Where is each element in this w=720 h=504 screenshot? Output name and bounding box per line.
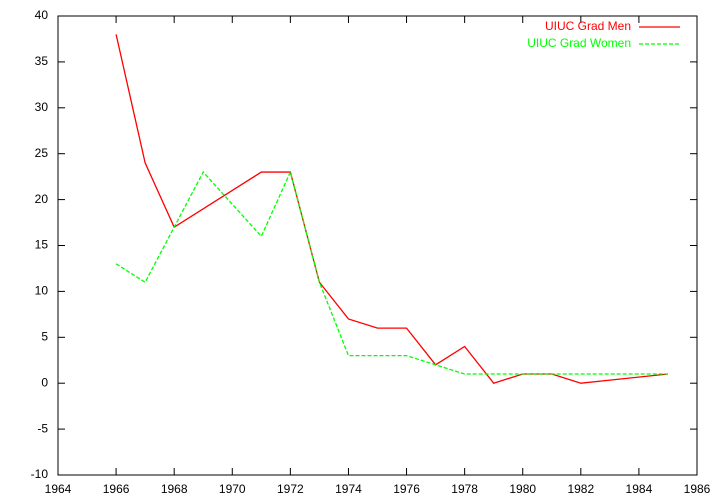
y-tick-label: 40 <box>35 8 49 22</box>
y-tick-label: 0 <box>41 375 48 389</box>
plot-frame <box>57 15 698 476</box>
legend-label: UIUC Grad Men <box>545 19 631 33</box>
x-tick-label: 1986 <box>684 482 711 496</box>
y-tick-label: 30 <box>35 100 49 114</box>
y-tick-label: -5 <box>37 421 48 435</box>
y-tick-label: 25 <box>35 146 49 160</box>
x-tick-label: 1970 <box>219 482 246 496</box>
x-tick-label: 1968 <box>161 482 188 496</box>
series-line <box>115 170 668 375</box>
y-tick-label: 5 <box>41 329 48 343</box>
x-tick-label: 1984 <box>626 482 653 496</box>
x-tick-label: 1976 <box>393 482 420 496</box>
x-tick-label: 1978 <box>451 482 478 496</box>
y-tick-label: 15 <box>35 238 49 252</box>
x-tick-label: 1972 <box>277 482 304 496</box>
y-tick-label: 35 <box>35 54 49 68</box>
x-tick-label: 1964 <box>45 482 72 496</box>
y-tick-label: 10 <box>35 284 49 298</box>
x-tick-label: 1974 <box>335 482 362 496</box>
series-line <box>115 34 669 384</box>
x-tick-label: 1966 <box>103 482 130 496</box>
x-tick-label: 1982 <box>567 482 594 496</box>
y-tick-label: -10 <box>31 467 49 481</box>
x-tick-label: 1980 <box>509 482 536 496</box>
y-tick-label: 20 <box>35 192 49 206</box>
legend-label: UIUC Grad Women <box>527 36 631 50</box>
